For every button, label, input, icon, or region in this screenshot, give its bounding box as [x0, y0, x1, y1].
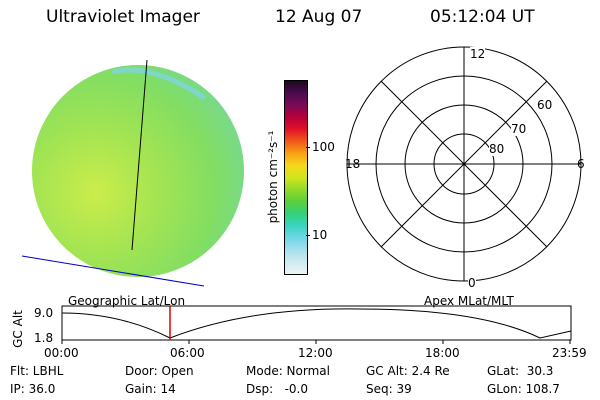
status-flt: Flt: LBHL	[10, 364, 64, 378]
polar-label-18: 18	[345, 157, 361, 171]
status-ip: IP: 36.0	[10, 382, 56, 396]
polar-diagonal-2	[380, 80, 548, 248]
panel-label-geographic: Geographic Lat/Lon	[68, 294, 186, 308]
colorbar-tick-10: 10	[312, 228, 328, 242]
panel-label-apex: Apex MLat/MLT	[424, 294, 514, 308]
meridian-line	[131, 59, 148, 251]
instrument-title: Ultraviolet Imager	[46, 7, 200, 27]
status-gain: Gain: 14	[125, 382, 176, 396]
polar-ring-label-80: 80	[489, 142, 505, 156]
xtick-0600: 06:00	[170, 346, 205, 360]
colorbar-unit-label: photon cm⁻²s⁻¹	[266, 130, 280, 224]
polar-label-12: 12	[470, 47, 486, 61]
status-glat: GLat: 30.3	[487, 364, 554, 378]
xtick-2359: 23:59	[552, 346, 587, 360]
xtick-1200: 12:00	[298, 346, 333, 360]
colorbar	[284, 80, 308, 275]
altitude-curve	[61, 308, 572, 339]
earth-image	[21, 59, 244, 287]
status-seq: Seq: 39	[366, 382, 412, 396]
terminator-line	[21, 255, 205, 287]
status-dsp: Dsp: -0.0	[246, 382, 309, 396]
altitude-axis-label: GC Alt	[11, 310, 25, 348]
polar-ring-label-70: 70	[511, 122, 527, 136]
xtick-0000: 00:00	[44, 346, 79, 360]
status-glon: GLon: 108.7	[487, 382, 560, 396]
time-label: 05:12:04 UT	[430, 7, 535, 27]
altitude-strip	[61, 305, 572, 344]
polar-label-6: 6	[577, 157, 585, 171]
status-gc-alt: GC Alt: 2.4 Re	[366, 364, 450, 378]
polar-plot	[346, 46, 582, 282]
colorbar-tick-100: 100	[312, 140, 335, 154]
polar-label-0: 0	[468, 276, 476, 290]
altitude-ymin: 1.8	[34, 331, 54, 345]
polar-ring-label-60: 60	[537, 98, 553, 112]
xtick-1800: 18:00	[425, 346, 460, 360]
status-mode: Mode: Normal	[246, 364, 330, 378]
status-door: Door: Open	[125, 364, 194, 378]
altitude-ymax: 9.0	[34, 306, 54, 320]
date-label: 12 Aug 07	[275, 7, 363, 27]
